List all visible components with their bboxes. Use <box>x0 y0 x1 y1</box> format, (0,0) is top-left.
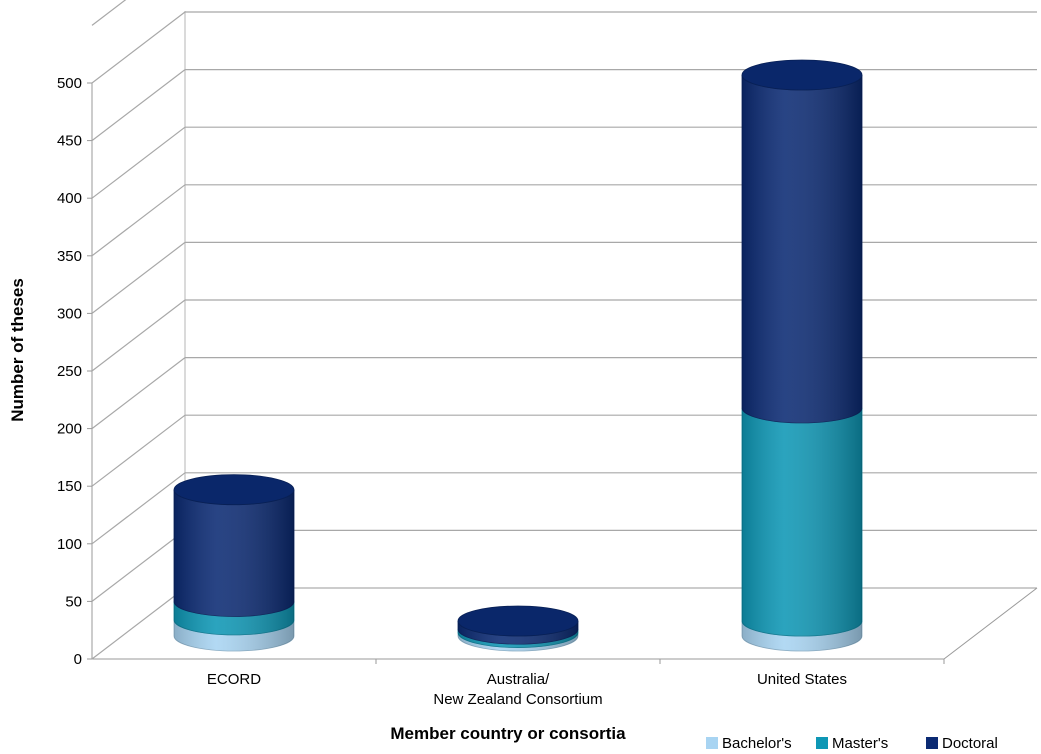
y-tick-label: 250 <box>57 363 82 380</box>
gridlines <box>91 0 1037 660</box>
gridline-diagonal <box>91 587 186 660</box>
bar-segment-shading <box>458 632 578 651</box>
x-axis-categories: ECORD Australia/New Zealand Consortium Uni… <box>207 659 945 708</box>
x-tick-label: United States <box>757 671 847 688</box>
y-tick-label: 100 <box>57 536 82 553</box>
gridline-diagonal <box>91 472 186 545</box>
y-tick-label: 150 <box>57 478 82 495</box>
legend-label: Doctoral <box>942 735 998 752</box>
legend-swatch <box>706 737 718 749</box>
legend-swatch <box>926 737 938 749</box>
y-tick-label: 400 <box>57 190 82 207</box>
y-tick-label: 350 <box>57 248 82 265</box>
gridline-diagonal <box>91 184 186 257</box>
bar-segment-shading <box>458 621 578 645</box>
gridline-diagonal <box>91 126 186 199</box>
gridline-diagonal <box>91 0 127 26</box>
y-axis-title: Number of theses <box>8 278 27 422</box>
bar-top-cap <box>173 474 295 506</box>
bars <box>173 59 863 652</box>
y-tick-label: 200 <box>57 421 82 438</box>
bar-segment-shading <box>742 621 862 651</box>
floor-right-edge <box>943 587 1038 660</box>
x-tick-label: ECORD <box>207 671 261 688</box>
gridline-diagonal <box>91 241 186 314</box>
gridline-diagonal <box>91 11 186 84</box>
gridline-diagonal <box>91 414 186 487</box>
legend-label: Bachelor's <box>722 735 792 752</box>
y-tick-label: 500 <box>57 75 82 92</box>
x-tick-label: Australia/ <box>487 671 550 688</box>
bar-segment-shading <box>174 619 294 651</box>
x-tick-label: New Zealand Consortium <box>433 691 602 708</box>
bar-top-cap <box>741 59 863 91</box>
legend-swatch <box>816 737 828 749</box>
y-tick-label: 300 <box>57 305 82 322</box>
gridline-diagonal <box>91 529 186 602</box>
x-axis-title: Member country or consortia <box>390 724 626 743</box>
bar-top-cap <box>457 605 579 637</box>
legend: Bachelor's Master's Doctoral <box>706 735 998 752</box>
bar-segment-shading <box>174 489 294 617</box>
legend-label: Master's <box>832 735 888 752</box>
bar-segment-shading <box>742 74 862 423</box>
y-tick-label: 50 <box>65 593 82 610</box>
bar-segment-shading <box>742 407 862 637</box>
y-tick-label: 450 <box>57 133 82 150</box>
gridline-diagonal <box>91 69 186 142</box>
gridline-diagonal <box>91 357 186 430</box>
y-axis-ticks: 0 50 100 150 200 250 300 350 400 450 500 <box>57 75 92 668</box>
gridline-diagonal <box>91 299 186 372</box>
y-tick-label: 0 <box>74 651 82 668</box>
bar-segment-shading <box>174 601 294 635</box>
bar-segment-shading <box>458 629 578 648</box>
